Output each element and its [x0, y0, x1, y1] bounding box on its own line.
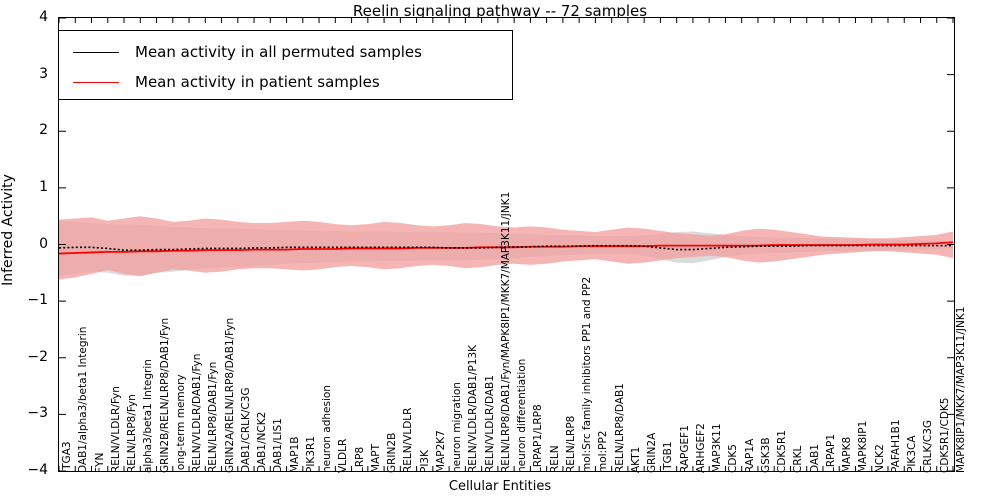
x-tick-label: ITGB1	[662, 441, 675, 473]
x-tick-label: DAB1	[808, 444, 821, 473]
x-tick-label: MAP2K7	[434, 430, 447, 473]
x-tick-label: GRIN2A	[646, 432, 659, 473]
legend-item-permuted: Mean activity in all permuted samples	[59, 37, 512, 67]
x-tick-label: neuron differentiation	[516, 358, 529, 473]
x-tick-label: neuron migration	[451, 382, 464, 473]
x-tick-label: GRIN2A/RELN/LRP8/DAB1/Fyn	[223, 317, 236, 473]
x-tick-label: FYN	[93, 452, 106, 473]
x-tick-label: LRP8	[353, 446, 366, 473]
x-tick-label: PIK3R1	[304, 436, 317, 473]
x-tick-label: GRIN2B/RELN/LRP8/DAB1/Fyn	[158, 317, 171, 473]
x-tick-label: PIK3CA	[906, 435, 919, 473]
x-tick-label: RELN/LRP8/Fyn	[126, 394, 139, 473]
plot-svg	[59, 18, 954, 471]
y-tick-label: 1	[39, 178, 48, 195]
x-tick-label: RELN/LRP8	[564, 415, 577, 473]
x-tick-label: long-term memory	[174, 374, 187, 473]
x-tick-label: DAB1/NCK2	[256, 411, 269, 473]
x-tick-label: DAB1/LIS1	[272, 418, 285, 473]
x-tick-label: mol:Src family inhibitors PP1 and PP2	[581, 276, 594, 473]
x-tick-label: alpha3/beta1 Integrin	[142, 359, 155, 473]
x-tick-label: MAP3K11	[711, 423, 724, 473]
x-tick-label: AKT1	[629, 446, 642, 473]
y-tick-label: 3	[39, 65, 48, 82]
x-tick-label: CRLK/C3G	[922, 419, 935, 473]
x-tick-label: CDK5R1/CDK5	[938, 397, 951, 473]
x-tick-label: mol:PP2	[597, 430, 610, 473]
x-tick-label: ARHGEF2	[694, 423, 707, 473]
x-tick-label: RELN/VLDLR	[402, 407, 415, 473]
x-tick-label: PI3K	[418, 450, 431, 473]
x-tick-label: DAB1/CRLK/C3G	[239, 387, 252, 473]
x-tick-label: RELN/VLDLR/DAB1	[483, 375, 496, 473]
x-tick-label: NCK2	[873, 444, 886, 473]
x-tick-label: MAPK8IP1	[857, 420, 870, 473]
x-tick-label: RAP1A	[743, 438, 756, 473]
y-axis-label: Inferred Activity	[0, 174, 16, 286]
y-tick-label: 2	[39, 122, 48, 139]
x-tick-label: MAPK8IP1/MKK7/MAP3K11/JNK1	[955, 306, 967, 473]
x-tick-label: MAP1B	[288, 436, 301, 473]
x-tick-label: VLDLR	[337, 438, 350, 473]
y-tick-label: −4	[27, 462, 48, 478]
x-tick-label: DAB1/alpha3/beta1 Integrin	[77, 326, 90, 473]
y-tick-label: 4	[39, 9, 48, 25]
x-tick-label: RELN	[548, 445, 561, 473]
x-tick-label: ITGA3	[61, 441, 73, 473]
x-tick-label: CDK5	[727, 444, 740, 473]
x-tick-label: RELN/LRP8/DAB1/Fyn	[207, 361, 220, 473]
x-tick-label: PAFAH1B1	[889, 419, 902, 473]
legend-label-permuted: Mean activity in all permuted samples	[135, 43, 422, 61]
x-tick-label: GSK3B	[759, 437, 772, 473]
y-tick-label: 0	[39, 235, 48, 252]
y-tick-label: −3	[27, 405, 48, 422]
x-tick-label: RELN/LRP8/DAB1	[613, 383, 626, 473]
legend-line-permuted	[73, 51, 119, 53]
legend-item-patient: Mean activity in patient samples	[59, 67, 512, 97]
legend: Mean activity in all permuted samples Me…	[58, 30, 513, 100]
x-tick-label: RELN/LRP8/DAB1/Fyn/MAPK8IP1/MKK7/MAP3K11…	[499, 191, 512, 473]
x-tick-label: CRKL	[792, 445, 805, 473]
x-tick-label: RELN/VLDLR/DAB1/P13K	[467, 344, 480, 473]
y-axis-tick-labels: −4 −3 −2 −1 0 1 2 3 4	[0, 0, 58, 500]
y-tick-label: −2	[27, 348, 48, 365]
chart-title: Reelin signaling pathway -- 72 samples	[352, 2, 648, 20]
x-tick-label: GRIN2B	[386, 432, 399, 473]
x-tick-label: RELN/VLDLR/DAB1/Fyn	[191, 353, 204, 473]
x-tick-label: LRPAP1	[824, 433, 837, 473]
x-tick-label: MAPK8	[841, 436, 854, 473]
legend-line-patient	[73, 81, 119, 83]
x-tick-label: neuron adhesion	[321, 385, 334, 473]
x-tick-label: LRPAP1/LRP8	[532, 404, 545, 473]
patient-mean-line	[59, 241, 954, 255]
x-tick-label: CDK5R1	[776, 430, 789, 473]
legend-label-patient: Mean activity in patient samples	[135, 73, 380, 91]
x-axis-label: Cellular Entities	[448, 479, 552, 494]
x-tick-label: RAPGEF1	[678, 425, 691, 473]
x-tick-label: MAPT	[369, 444, 382, 473]
y-tick-label: −1	[27, 292, 48, 309]
x-tick-label: RELN/VLDLR/Fyn	[109, 386, 122, 473]
